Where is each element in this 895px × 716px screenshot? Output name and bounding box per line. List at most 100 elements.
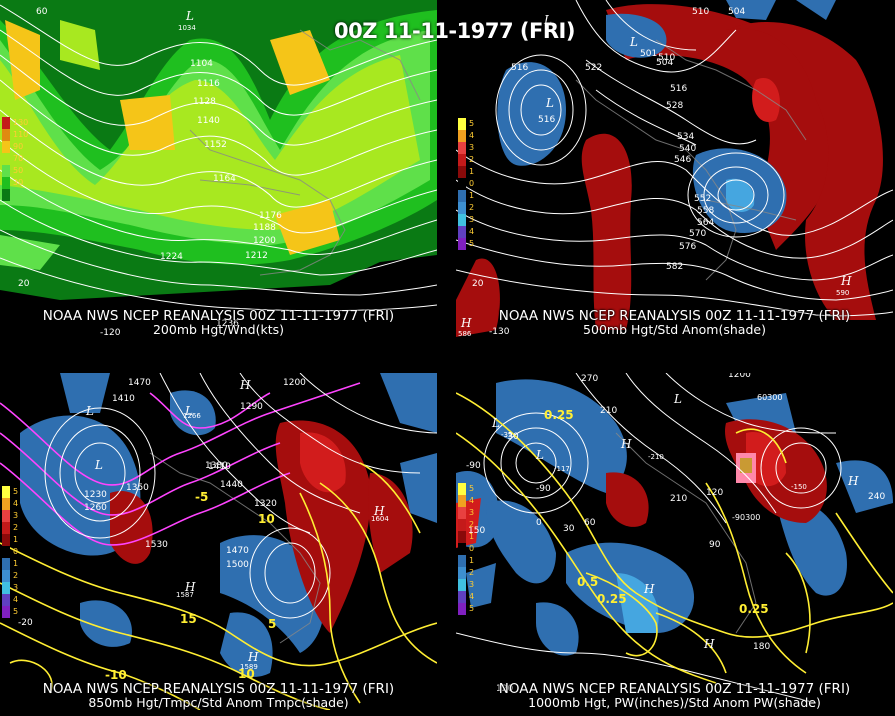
contour-label: 586 — [458, 330, 472, 337]
legend-label: 3 — [13, 583, 19, 592]
low-pressure-marker: L — [85, 404, 94, 418]
contour-label: 0 — [536, 518, 542, 528]
panel-caption: NOAA NWS NCEP REANALYSIS 00Z 11-11-1977 … — [42, 308, 395, 324]
contour-label: 1224 — [160, 252, 183, 262]
high-pressure-marker: H — [840, 274, 852, 288]
legend-label: 4 — [13, 499, 19, 508]
lon-label: -130 — [489, 327, 510, 337]
high-pressure-marker: H — [703, 637, 715, 651]
high-pressure-marker: H — [620, 437, 632, 451]
contour-label: 1320 — [254, 499, 277, 509]
temp-contour-label: -5 — [195, 490, 208, 504]
high-pressure-marker: H — [247, 650, 259, 664]
legend-label: 4 — [469, 592, 475, 601]
legend-label: 2 — [469, 520, 475, 529]
contour-label: 1188 — [253, 223, 276, 233]
contour-label: 210 — [670, 494, 687, 504]
legend-label: 0 — [469, 179, 475, 188]
temp-contour-label: 10 — [258, 512, 275, 526]
contour-label: 590 — [836, 289, 849, 297]
legend-label: 5 — [13, 607, 19, 616]
map-850mb: 1470 1410 1200 1230 1260 1290 1320 1350 … — [0, 373, 437, 710]
contour-label: -90 — [536, 484, 551, 494]
contour-label: 1604 — [371, 515, 389, 523]
contour-label: 1290 — [240, 402, 263, 412]
legend-label: 5 — [469, 604, 475, 613]
lat-label: 20 — [472, 279, 484, 289]
low-pressure-marker: L — [94, 458, 103, 472]
contour-label: 1212 — [245, 251, 268, 261]
contour-label: 528 — [666, 101, 683, 111]
high-pressure-marker: H — [373, 504, 385, 518]
contour-label: 504 — [728, 7, 745, 17]
lat-label: 60 — [36, 7, 48, 17]
legend-label: 5 — [13, 487, 19, 496]
pw-contour-label: 0.5 — [577, 575, 598, 589]
legend-label: 3 — [469, 215, 475, 224]
contour-label: 1260 — [84, 503, 107, 513]
legend-label: 130 — [13, 118, 29, 127]
legend-label: 50 — [13, 166, 24, 175]
pressure-value: 1034 — [178, 24, 196, 32]
temp-contour-label: 5 — [268, 617, 276, 631]
contour-label: 150 — [468, 526, 485, 536]
low-pressure-marker: L — [491, 416, 500, 430]
pw-contour-label: 0.25 — [597, 592, 627, 606]
contour-label: 120 — [706, 488, 723, 498]
legend-label: 1 — [469, 532, 475, 541]
contour-label: 1470 — [226, 546, 249, 556]
contour-label: 1140 — [197, 116, 220, 126]
low-pressure-marker: L — [184, 404, 193, 418]
contour-label: -35 — [501, 431, 512, 439]
contour-label: 540 — [679, 144, 696, 154]
contour-label: 60300 — [757, 393, 782, 402]
temp-contour-label: 15 — [180, 612, 197, 626]
contour-label: 510 — [658, 53, 675, 63]
legend-label: 110 — [13, 130, 29, 139]
contour-label: 1164 — [213, 174, 236, 184]
low-pressure-marker: L — [629, 35, 638, 49]
legend-label: 30 — [13, 178, 24, 187]
contour-label: 1266 — [183, 412, 201, 420]
high-pressure-marker: H — [184, 580, 196, 594]
contour-label: 1152 — [204, 140, 227, 150]
std-anomaly-legend: 5 4 3 2 1 0 1 2 3 4 5 — [458, 118, 474, 250]
contour-label: 1470 — [128, 378, 151, 388]
lat-label: -20 — [18, 618, 33, 628]
contour-label: 1200 — [253, 236, 276, 246]
contour-label: 582 — [666, 262, 683, 272]
pw-contour-label: 0.25 — [739, 602, 769, 616]
lat-label: 20 — [18, 279, 30, 289]
legend-label: 90 — [13, 142, 24, 151]
legend-label: 4 — [469, 227, 475, 236]
high-pressure-marker: H — [239, 378, 251, 392]
legend-label: 3 — [469, 580, 475, 589]
legend-label: 3 — [13, 511, 19, 520]
main-title: 00Z 11-11-1977 (FRI) — [334, 19, 575, 43]
lat-label: 120 — [496, 684, 513, 694]
map-200mb: 1104 1116 1128 1140 1152 1164 1176 1188 … — [0, 0, 437, 337]
temp-contour-label: -10 — [105, 668, 127, 682]
legend-label: 2 — [469, 155, 475, 164]
contour-label: 1500 — [226, 560, 249, 570]
legend-label: 0 — [13, 547, 19, 556]
contour-label: 558 — [697, 206, 714, 216]
contour-label: 534 — [677, 132, 694, 142]
pw-contour-label: 0.25 — [544, 408, 574, 422]
contour-label: 564 — [697, 218, 714, 228]
legend-label: 1 — [469, 167, 475, 176]
contour-label: -150 — [791, 483, 807, 491]
contour-label: 516 — [670, 84, 687, 94]
wind-speed-legend: 130 110 90 70 50 30 — [2, 117, 28, 201]
contour-label: 1440 — [220, 480, 243, 490]
contour-label: 1116 — [197, 79, 220, 89]
legend-label: 5 — [469, 239, 475, 248]
lat-label: -90 — [466, 461, 481, 471]
high-pressure-marker: H — [847, 474, 859, 488]
contour-label: 90 — [709, 540, 721, 550]
contour-label: -117 — [554, 465, 570, 473]
legend-label: 4 — [469, 131, 475, 140]
contour-label: 510 — [692, 7, 709, 17]
panel-subcaption: 500mb Hgt/Std Anom(shade) — [583, 322, 766, 337]
high-pressure-marker: H — [643, 582, 655, 596]
